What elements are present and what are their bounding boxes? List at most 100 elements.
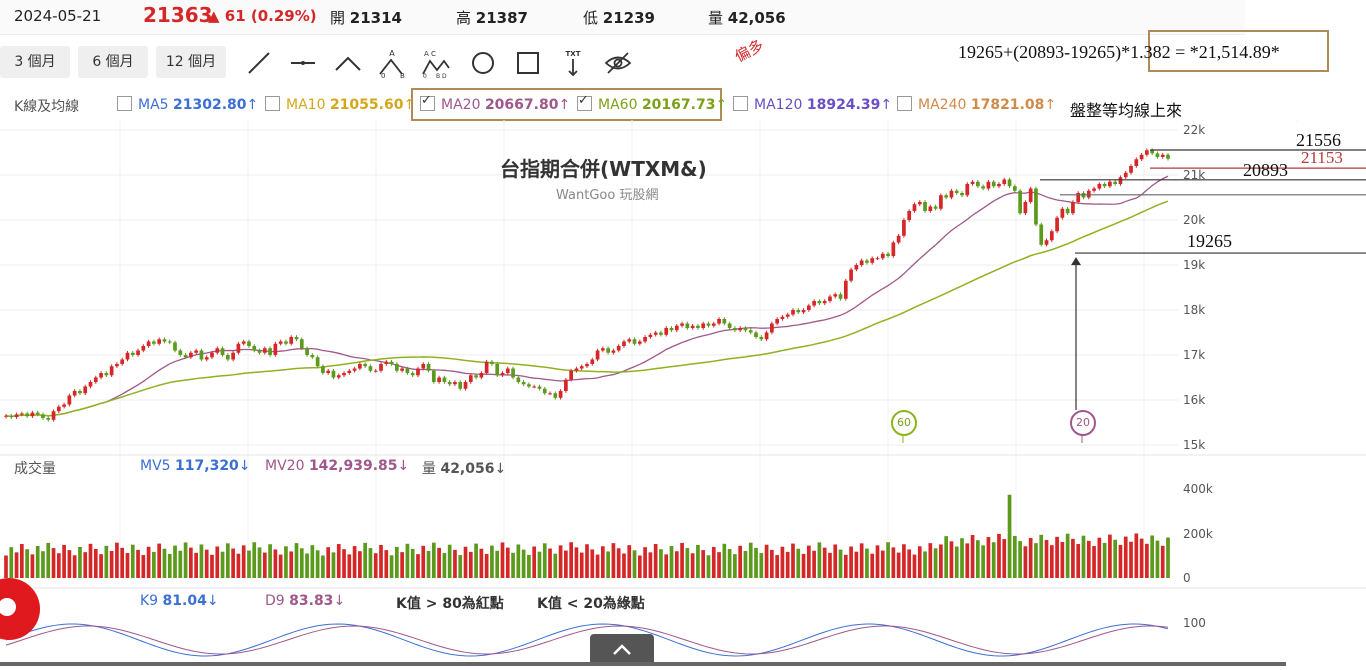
- candle: [706, 323, 711, 326]
- ma5-toggle[interactable]: MA5 21302.80↑: [117, 96, 258, 118]
- volume-bar: [986, 537, 991, 578]
- ma10-toggle[interactable]: MA10 21055.60↑: [265, 96, 415, 118]
- hide-eye-icon[interactable]: [603, 48, 633, 78]
- scroll-up-button[interactable]: [590, 634, 654, 666]
- volume-bar: [1044, 539, 1049, 578]
- candle: [521, 382, 526, 385]
- volume-bar: [669, 546, 674, 578]
- candle: [257, 350, 262, 353]
- candle: [648, 334, 653, 337]
- rectangle-tool-icon[interactable]: [513, 48, 543, 78]
- ma5-checkbox[interactable]: [117, 96, 132, 111]
- candle: [1012, 186, 1017, 191]
- candle: [537, 386, 542, 389]
- candle: [1113, 181, 1118, 184]
- svg-text:A C: A C: [424, 50, 436, 58]
- volume-bar: [902, 544, 906, 578]
- volume-bar: [421, 545, 426, 578]
- volume-bar: [1134, 533, 1139, 578]
- candle: [363, 364, 368, 367]
- y-tick-18k: 18k: [1183, 303, 1206, 317]
- svg-text:0: 0: [423, 73, 427, 78]
- candle: [468, 375, 473, 382]
- candle: [664, 328, 669, 335]
- y-tick-16k: 16k: [1183, 393, 1206, 407]
- candle: [284, 341, 288, 344]
- candle: [421, 364, 426, 369]
- volume-bar: [1097, 537, 1102, 578]
- volume-bar: [849, 546, 853, 578]
- volume-bar: [801, 553, 806, 578]
- angle-tool-icon[interactable]: [333, 48, 363, 78]
- candle: [1097, 184, 1102, 189]
- ma60-checkbox[interactable]: [577, 93, 592, 111]
- volume-bar: [1086, 540, 1091, 578]
- line-tool-icon[interactable]: [244, 48, 274, 78]
- candle: [949, 190, 954, 198]
- candle: [696, 325, 700, 328]
- candle: [14, 414, 19, 418]
- fibonacci-formula: 19265+(20893-19265)*1.382 = *21,514.89*: [958, 42, 1280, 62]
- ma10-checkbox[interactable]: [265, 96, 280, 111]
- volume-bar: [1145, 543, 1149, 578]
- ma240-checkbox[interactable]: [897, 96, 912, 111]
- period-12-month-button[interactable]: 12 個月: [156, 46, 226, 78]
- price-chart[interactable]: [0, 120, 1366, 666]
- kd-lines: [5, 623, 1169, 657]
- volume-bar: [833, 544, 838, 578]
- quote-low: 低 21239: [583, 9, 655, 27]
- volume-bar: [395, 546, 399, 578]
- volume-bar: [9, 547, 14, 578]
- candle: [643, 337, 647, 342]
- volume-bar: [574, 547, 579, 578]
- candle: [500, 373, 505, 376]
- candle: [1150, 150, 1155, 154]
- candle: [733, 328, 737, 331]
- candle: [960, 193, 964, 196]
- abcd-pattern-tool-icon[interactable]: A C 0 B D: [421, 48, 451, 80]
- volume-bar: [204, 549, 209, 578]
- volume-bar: [183, 542, 188, 578]
- candle: [1023, 202, 1028, 214]
- ma60-toggle[interactable]: MA60 20167.73↑: [577, 93, 727, 118]
- circle-tool-icon[interactable]: [468, 48, 498, 78]
- period-6-month-button[interactable]: 6 個月: [78, 46, 148, 78]
- candle: [495, 364, 500, 376]
- candle: [743, 328, 748, 331]
- volume-bar: [664, 554, 669, 578]
- ma120-toggle[interactable]: MA120 18924.39↑: [733, 96, 892, 118]
- volume-bar: [748, 542, 753, 578]
- candle: [542, 388, 547, 394]
- candle: [262, 348, 267, 353]
- ma240-toggle[interactable]: MA240 17821.08↑: [897, 96, 1056, 118]
- candle: [115, 364, 119, 367]
- candle: [215, 348, 220, 353]
- ma20-toggle[interactable]: MA20 20667.80↑: [420, 93, 570, 118]
- volume-bar: [268, 544, 272, 578]
- volume-bar: [600, 546, 605, 578]
- volume-bar: [917, 546, 922, 578]
- horizontal-line-tool-icon[interactable]: [288, 48, 318, 78]
- abc-pattern-tool-icon[interactable]: A 0 B: [377, 48, 407, 80]
- volume-bar: [685, 548, 690, 578]
- candle: [136, 350, 140, 355]
- bottom-scrollbar[interactable]: [0, 662, 1286, 666]
- ma20-checkbox[interactable]: [420, 93, 435, 111]
- candle: [865, 260, 869, 263]
- volume-bar: [1007, 494, 1012, 578]
- candle: [1092, 188, 1096, 191]
- candle: [997, 184, 1001, 187]
- ma120-checkbox[interactable]: [733, 96, 748, 111]
- volume-bar: [109, 551, 114, 578]
- candle: [93, 377, 98, 382]
- volume-bar: [997, 533, 1001, 578]
- volume-bar: [231, 548, 235, 578]
- candle: [442, 377, 447, 382]
- volume-bar: [1092, 546, 1096, 578]
- candle: [1049, 231, 1054, 241]
- volume-bar: [912, 554, 917, 578]
- volume-bar: [511, 552, 515, 578]
- text-tool-icon[interactable]: TXT: [558, 48, 588, 78]
- volume-bar: [410, 548, 415, 578]
- period-3-month-button[interactable]: 3 個月: [0, 46, 70, 78]
